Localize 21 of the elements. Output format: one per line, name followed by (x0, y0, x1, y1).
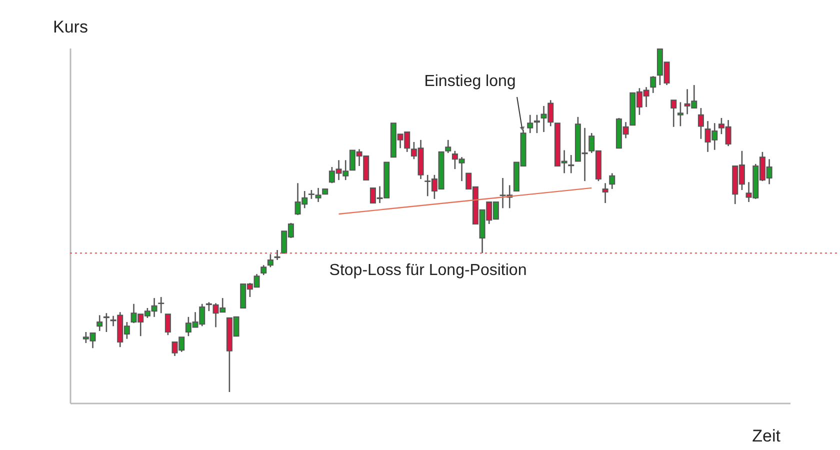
candlestick (609, 172, 616, 190)
candlestick (445, 139, 452, 154)
candlestick (698, 107, 704, 140)
y-axis-title: Kurs (53, 18, 88, 36)
x-axis-title: Zeit (752, 426, 781, 446)
candlestick (602, 182, 608, 204)
candlestick (96, 314, 103, 332)
candlestick (527, 114, 534, 134)
candlestick (568, 154, 574, 174)
candlestick (260, 264, 267, 276)
candlestick (103, 312, 110, 333)
candlestick (534, 114, 540, 134)
candlestick (164, 314, 171, 336)
candlestick (650, 75, 656, 94)
ref-line-label: Stop-Loss für Long-Position (329, 262, 527, 280)
candlestick (274, 249, 280, 261)
candlestick (670, 99, 677, 128)
candlestick (677, 102, 684, 127)
candlestick (158, 296, 164, 314)
candlestick (267, 253, 274, 268)
annotation: Einstieg long (424, 73, 516, 90)
